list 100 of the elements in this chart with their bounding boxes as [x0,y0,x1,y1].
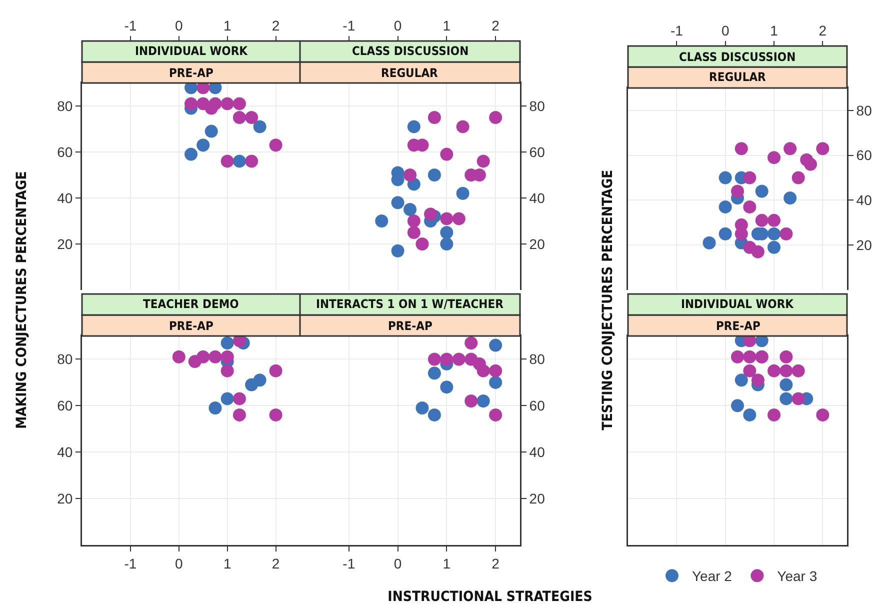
point [768,364,780,378]
point [253,120,266,134]
x2-tick-label: 0 [721,22,730,38]
y-tick-label: 20 [529,490,546,506]
point [452,352,466,366]
y-axis-title: MAKING CONJECTURES PERCENTAGE [14,171,30,429]
point [428,111,441,124]
point [220,392,234,406]
point [768,214,780,227]
point [440,238,454,250]
y-tick-label: 80 [529,98,546,114]
point [428,366,441,380]
point [476,364,490,378]
point [743,408,756,422]
point [232,408,246,422]
y-tick-label: 20 [856,237,872,254]
point [428,168,441,182]
chart-title: TEACHER DEMO [143,297,239,311]
point [702,236,716,250]
point [792,392,805,406]
point [208,97,222,110]
x-tick-label: 1 [442,555,451,572]
point [440,352,454,366]
point [464,336,478,350]
point [220,336,234,350]
chart-title: INTERACTS 1 ON 1 W/TEACHER [316,297,504,311]
x2-tick-label: -1 [124,17,137,34]
point [731,350,744,364]
y-tick-label: 60 [529,398,546,414]
y-tick-label: 40 [529,190,546,206]
point [476,154,490,168]
y-tick-label: 60 [529,144,546,160]
legend-label: Year 2 [692,568,732,584]
chart-subtitle: PRE-AP [716,319,760,333]
point [768,227,780,240]
point [416,401,429,414]
point [269,364,282,378]
y-tick-label: 80 [856,102,872,118]
point [780,378,793,392]
point [768,408,780,422]
point [755,184,768,198]
point [440,212,454,226]
point [780,392,793,406]
point [755,214,768,227]
x2-tick-label: 0 [174,17,183,34]
x-tick-label: 2 [272,555,280,572]
point [816,408,830,422]
point [424,208,438,221]
point [416,238,429,250]
point [734,374,748,387]
point [804,158,817,171]
point [464,394,478,408]
point [489,376,502,389]
x-tick-label: -1 [342,555,356,572]
point [196,138,210,152]
point [751,245,764,258]
point [404,203,416,216]
point [407,120,420,134]
y-tick-label: 40 [57,444,73,460]
point [404,168,416,182]
point [232,154,246,168]
x-tick-label: 2 [492,555,500,572]
x-axis-title: INSTRUCTIONAL STRATEGIES [388,589,592,605]
point [220,364,234,378]
y-tick-label: 80 [529,351,546,368]
point [440,380,454,394]
x2-tick-label: 1 [442,17,451,34]
chart-title: CLASS DISCUSSION [352,44,469,58]
point [375,214,388,228]
point [489,338,502,352]
chart-subtitle: PRE-AP [169,319,214,333]
point [780,350,793,364]
y-tick-label: 20 [57,490,73,506]
point [220,97,234,110]
x2-tick-label: 2 [818,22,827,38]
point [452,212,466,226]
point [196,350,210,364]
point [768,240,780,254]
y-tick-label: 80 [57,98,73,114]
point [391,196,404,210]
point [407,214,420,228]
y-axis-title: TESTING CONJECTURES PERCENTAGE [600,170,616,430]
y-tick-label: 20 [57,236,73,252]
point [784,142,797,156]
x-tick-label: 0 [174,555,183,572]
x2-tick-label: -1 [342,17,356,34]
y-tick-label: 40 [57,190,73,206]
point [476,394,490,408]
point [731,184,744,198]
point [784,191,797,204]
point [743,364,756,378]
point [743,200,756,214]
point [751,374,764,387]
point [407,226,420,239]
point [391,244,404,258]
point [428,352,441,366]
x2-tick-label: 1 [770,22,778,38]
point [734,227,748,240]
point [456,120,470,134]
point [184,148,198,161]
